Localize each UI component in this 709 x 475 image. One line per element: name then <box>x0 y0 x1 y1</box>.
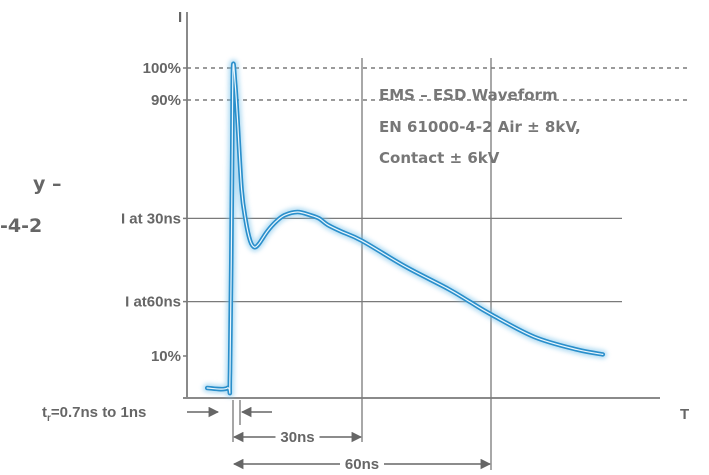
level-label-0: 100% <box>143 60 181 77</box>
level-label-2: I at 30ns <box>121 210 181 227</box>
side-text-line-1: y – <box>33 173 62 195</box>
rise-time-subscript: r <box>47 413 51 424</box>
side-text-line-2: -4-2 <box>0 215 42 237</box>
y-level-lines: 100% 90% I at 30ns I at60ns 10% <box>121 60 690 365</box>
duration-label-0: 30ns <box>280 429 314 446</box>
rise-time-label: tr=0.7ns to 1ns <box>42 404 146 424</box>
duration-arrows: 30ns 60ns <box>232 429 492 473</box>
annotation-line-1: EMS – ESD Waveform <box>379 86 558 104</box>
waveform-glow <box>202 59 608 398</box>
level-label-4: 10% <box>151 348 181 365</box>
waveform-highlight <box>206 63 604 394</box>
level-label-3: I at60ns <box>125 294 181 311</box>
level-label-1: 90% <box>151 92 181 109</box>
annotation-line-3: Contact ± 6kV <box>379 149 500 167</box>
annotation-line-2: EN 61000-4-2 Air ± 8kV, <box>379 118 581 136</box>
rise-time-t: t <box>42 404 47 421</box>
y-axis-label: I <box>178 9 182 26</box>
x-axis-label: T <box>680 406 689 423</box>
duration-label-1: 60ns <box>345 456 379 473</box>
time-marker-lines <box>361 58 492 442</box>
rise-time-text: =0.7ns to 1ns <box>51 404 146 421</box>
